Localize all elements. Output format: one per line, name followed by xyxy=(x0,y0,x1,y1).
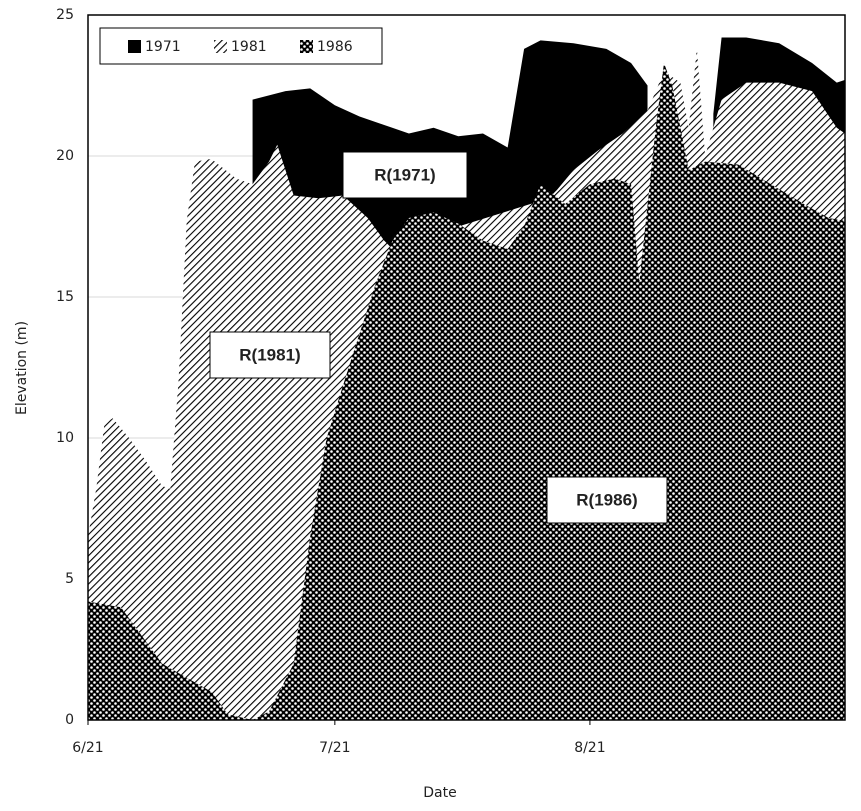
y-tick-label: 25 xyxy=(56,7,74,23)
legend-label: 1971 xyxy=(145,39,181,55)
legend-label: 1986 xyxy=(317,39,353,55)
legend-box xyxy=(99,27,383,65)
plot-frame xyxy=(87,14,846,721)
annotation: R(1986) xyxy=(576,490,637,509)
legend-swatch xyxy=(300,40,313,53)
legend-swatch xyxy=(128,40,141,53)
annotation-box xyxy=(209,331,331,379)
annotation-box xyxy=(342,151,468,199)
area xyxy=(88,62,845,720)
y-tick-label: 10 xyxy=(56,430,74,446)
y-axis-title: Elevation (m) xyxy=(14,321,30,415)
y-tick-label: 5 xyxy=(65,571,74,587)
x-axis-title: Date xyxy=(423,785,456,801)
annotation-box xyxy=(546,476,668,524)
x-tick-label: 6/21 xyxy=(72,740,103,756)
y-tick-label: 20 xyxy=(56,148,74,164)
x-tick-label: 7/21 xyxy=(319,740,350,756)
annotation: R(1971) xyxy=(374,165,435,184)
y-tick-label: 15 xyxy=(56,289,74,305)
x-tick-label: 8/21 xyxy=(574,740,605,756)
legend-swatch xyxy=(214,40,227,53)
annotation: R(1981) xyxy=(239,345,300,364)
y-tick-label: 0 xyxy=(65,712,74,728)
legend-label: 1981 xyxy=(231,39,267,55)
